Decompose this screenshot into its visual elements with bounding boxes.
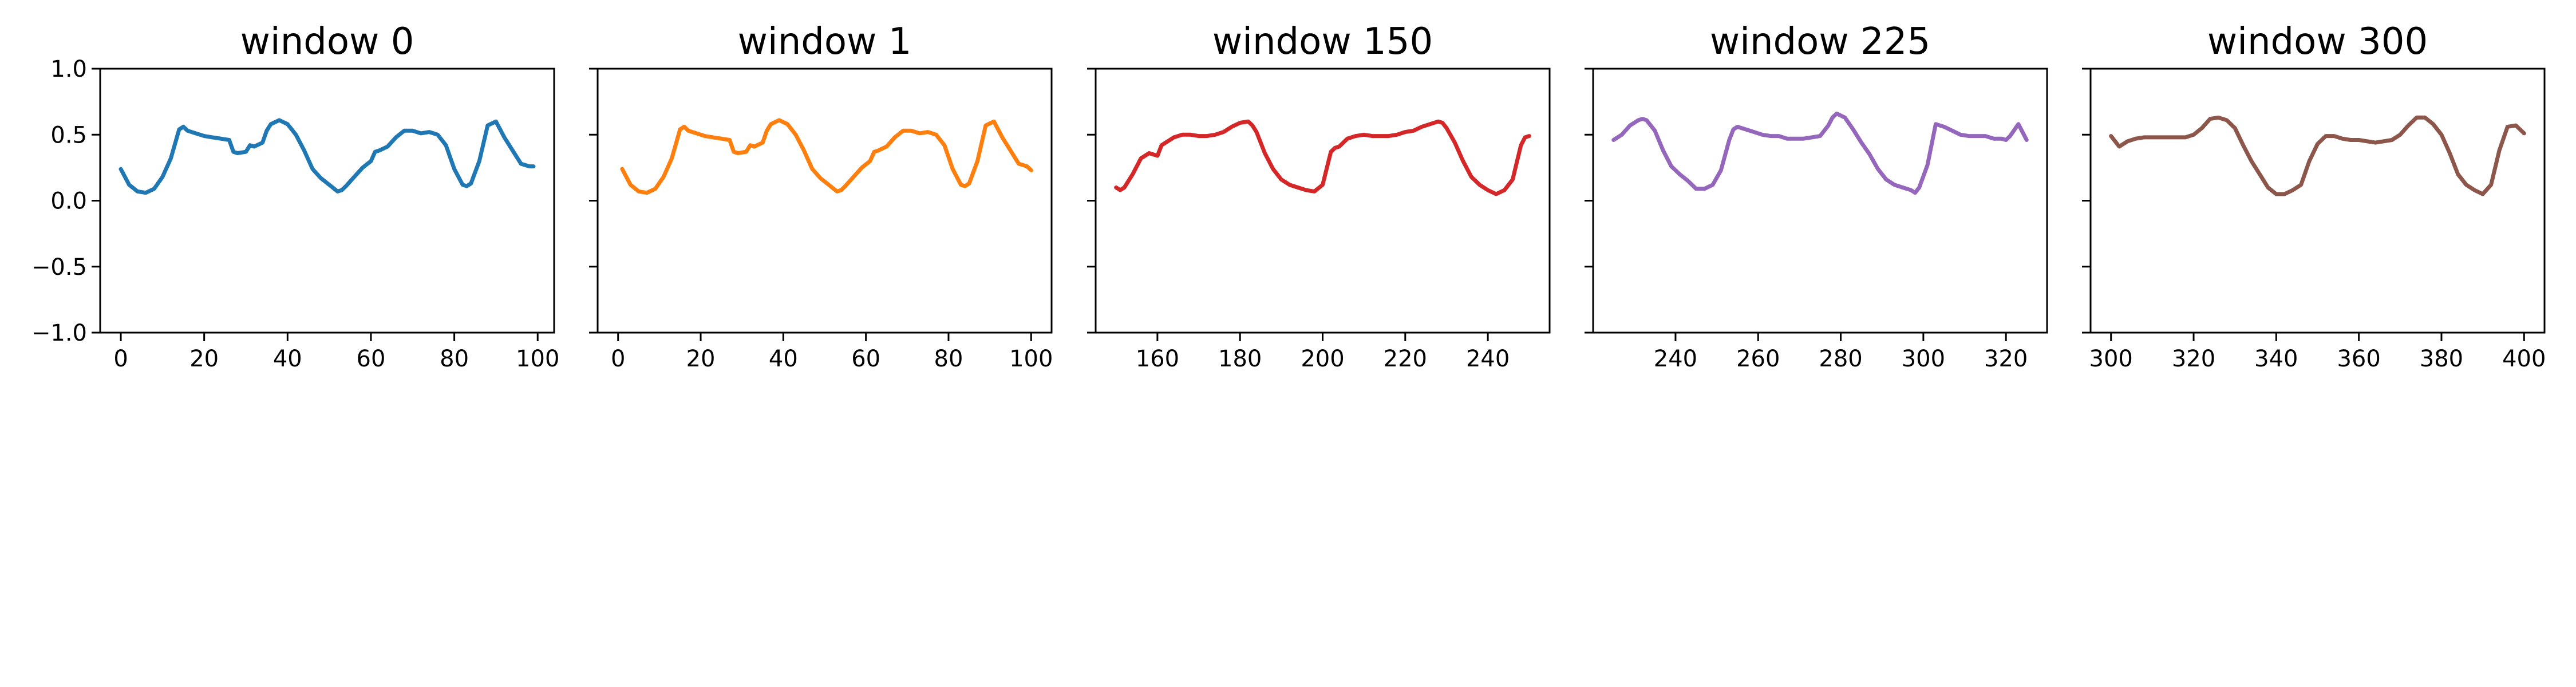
x-tick-label: 240 (1654, 346, 1697, 372)
y-tick-label: 1.0 (50, 56, 87, 82)
axes-frame (99, 68, 555, 334)
panel-title: window 0 (240, 21, 414, 63)
x-tick-label: 220 (1384, 346, 1427, 372)
y-tick-label: 0.0 (50, 188, 87, 215)
x-tick-label: 0 (113, 346, 128, 372)
panel-1: window 1 0 20 40 60 80 100 (589, 21, 1053, 372)
series-line (1611, 111, 2029, 195)
x-tick-label: 100 (1009, 346, 1053, 372)
series-line (620, 118, 1033, 195)
x-tick-label: 200 (1301, 346, 1344, 372)
panel-4: window 300 300 320 340 360 380 400 (2082, 21, 2546, 372)
x-tick-label: 240 (1466, 346, 1510, 372)
axes-frame (596, 68, 1053, 334)
x-tick-label: 340 (2254, 346, 2298, 372)
x-tick-label: 40 (273, 346, 302, 372)
x-tick-label: 20 (686, 346, 716, 372)
x-tick-label: 320 (2172, 346, 2215, 372)
y-tick-label: −1.0 (31, 320, 87, 346)
x-tick-label: 300 (1902, 346, 1945, 372)
x-tick-label: 20 (189, 346, 219, 372)
x-tick-label: 100 (516, 346, 559, 372)
x-tick-label: 60 (357, 346, 386, 372)
x-tick-label: 320 (1984, 346, 2028, 372)
x-tick-label: 40 (769, 346, 798, 372)
series-line (118, 118, 536, 195)
axes-frame (2089, 68, 2546, 334)
panel-title: window 150 (1212, 21, 1433, 63)
x-tick-label: 80 (934, 346, 963, 372)
x-tick-label: 400 (2502, 346, 2546, 372)
chart-panels: window 0−1.0−0.50.00.51.00 20 40 60 80 100win… (31, 21, 2546, 372)
x-tick-label: 380 (2420, 346, 2463, 372)
panel-title: window 225 (1710, 21, 1930, 63)
x-tick-label: 180 (1218, 346, 1262, 372)
x-tick-label: 80 (440, 346, 469, 372)
panel-2: window 150 160 180 200 220 240 (1087, 21, 1551, 372)
panel-title: window 1 (738, 21, 912, 63)
series-line (2109, 115, 2526, 196)
x-tick-label: 0 (611, 346, 625, 372)
x-tick-label: 260 (1736, 346, 1780, 372)
y-tick-label: −0.5 (31, 254, 87, 281)
x-tick-label: 160 (1136, 346, 1179, 372)
panel-title: window 300 (2207, 21, 2428, 63)
panel-3: window 225 240 260 280 300 320 (1585, 21, 2048, 372)
axes-frame (1095, 68, 1551, 334)
x-tick-label: 300 (2089, 346, 2133, 372)
panel-0: window 0 −1.0 −0.5 0.0 0.5 1.0 0 20 40 60 80 100 (31, 21, 560, 372)
series-line (1114, 119, 1531, 196)
x-tick-label: 360 (2337, 346, 2380, 372)
x-tick-label: 280 (1819, 346, 1862, 372)
axes-frame (1592, 68, 2048, 334)
x-tick-label: 60 (851, 346, 880, 372)
y-tick-label: 0.5 (50, 122, 87, 148)
